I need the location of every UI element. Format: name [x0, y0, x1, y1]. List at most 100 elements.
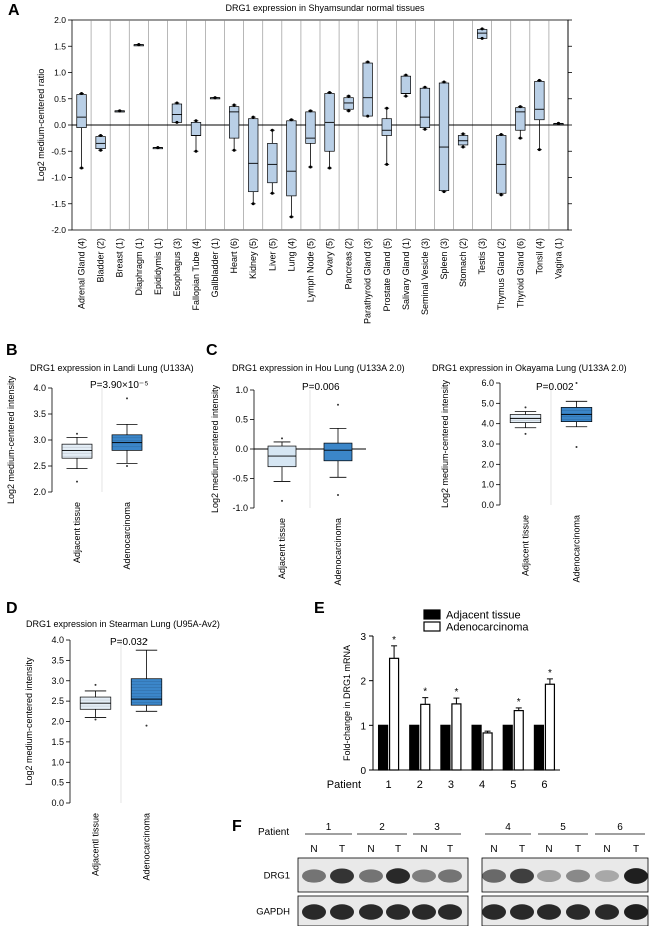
c1-ytick-label: -1.0 [232, 503, 248, 513]
a-point [251, 115, 255, 119]
c1-p-value: P=0.006 [302, 382, 340, 393]
a-category-label: Breast (1) [115, 238, 125, 278]
f-band-drg1 [595, 870, 619, 882]
a-category-label: Thymus Gland (2) [496, 238, 506, 310]
a-point [499, 132, 503, 136]
a-point [232, 148, 236, 152]
e-bar-adjacent [502, 724, 513, 771]
e-bar-adenocarcinoma [513, 709, 524, 771]
a-category-label: Fallopian Tube (4) [191, 238, 201, 311]
a-box [76, 94, 87, 128]
panel-label-d: D [6, 600, 18, 617]
a-point [347, 94, 351, 98]
d-outlier [94, 718, 97, 721]
d-title: DRG1 expression in Stearman Lung (U95A-A… [26, 619, 220, 629]
a-point [423, 127, 427, 131]
a-point [175, 120, 179, 124]
e-bar-adenocarcinoma [451, 703, 462, 771]
a-ytick-label: 0.0 [54, 120, 66, 130]
b-p-value: P=3.90×10⁻⁵ [90, 380, 148, 391]
a-ytick-label: 1.5 [54, 41, 66, 51]
f-lane-label: T [519, 844, 525, 855]
a-ylabel: Log2 medium-centered ratio [36, 69, 46, 182]
a-category-label: Kidney (5) [248, 238, 258, 279]
c2-ylabel: Log2 medium-centered intensity [440, 379, 450, 508]
e-xtick-label: 2 [417, 779, 423, 791]
a-point [385, 162, 389, 166]
f-band-drg1 [537, 869, 561, 883]
f-patient-number: 2 [379, 822, 385, 833]
a-point [232, 103, 236, 107]
a-point [328, 90, 332, 94]
f-lane-label: N [367, 844, 374, 855]
a-ytick-label: -0.5 [51, 146, 66, 156]
f-patient-number: 6 [617, 822, 623, 833]
a-point [423, 85, 427, 89]
f-patient-number: 4 [505, 822, 511, 833]
e-ytick-label: 1 [360, 721, 366, 732]
c1-outlier [337, 494, 339, 497]
f-lane-label: T [447, 844, 453, 855]
e-significance-star: * [423, 687, 427, 698]
a-point [213, 96, 217, 100]
f-band-drg1 [624, 868, 648, 884]
b-outlier [76, 480, 78, 483]
b-ytick-label: 2.0 [33, 487, 46, 497]
b-ytick-label: 3.0 [33, 435, 46, 445]
f-band-gapdh [302, 904, 326, 920]
f-band-gapdh [438, 904, 462, 920]
c1-ytick-label: 0.0 [235, 444, 248, 454]
c1-outlier [281, 437, 283, 440]
a-category-label: Lung (4) [286, 238, 296, 272]
a-point [99, 134, 103, 137]
a-point [175, 101, 179, 105]
e-ytick-label: 2 [360, 677, 366, 688]
a-box [438, 82, 450, 191]
b-ytick-label: 3.5 [33, 409, 46, 419]
b-ytick-label: 4.0 [33, 383, 46, 393]
a-category-label: Heart (6) [229, 238, 239, 274]
f-patient-number: 3 [434, 822, 440, 833]
f-lane-label: N [603, 844, 610, 855]
a-box [457, 135, 469, 146]
e-xtick-label: 3 [448, 779, 454, 791]
a-point [442, 190, 446, 194]
a-box [286, 120, 297, 197]
a-box [381, 118, 392, 136]
a-ytick-label: 1.0 [54, 68, 66, 78]
f-band-drg1 [330, 868, 354, 884]
e-xtick-label: 6 [541, 779, 547, 791]
a-box [267, 143, 278, 184]
f-band-gapdh [386, 904, 410, 920]
e-significance-star: * [548, 668, 552, 679]
c2-ytick-label: 4.0 [481, 419, 494, 429]
a-title: DRG1 expression in Shyamsundar normal ti… [225, 3, 425, 13]
c2-outlier [524, 406, 527, 409]
d-ytick-label: 0.5 [51, 778, 64, 788]
c2-outlier [524, 432, 527, 435]
e-bar-adjacent [409, 724, 420, 771]
a-point [442, 80, 446, 84]
panel-label-b: B [6, 342, 18, 359]
d-ytick-label: 3.5 [51, 655, 64, 665]
e-legend-swatch [423, 609, 441, 620]
a-point [518, 105, 522, 109]
c2-ytick-label: 1.0 [481, 480, 494, 490]
e-legend-label: Adjacent tissue [446, 610, 521, 622]
e-xtick-label: 1 [386, 779, 392, 791]
c1-outlier [337, 403, 339, 406]
c1-category-label: Adjacent tissue [277, 518, 287, 579]
e-bar-adjacent [440, 724, 451, 771]
b-ylabel: Log2 medium-centered intensity [6, 375, 16, 504]
a-ytick-label: -2.0 [51, 225, 66, 235]
f-patient-label: Patient [258, 827, 289, 838]
d-outlier [145, 639, 148, 641]
c2-ytick-label: 3.0 [481, 439, 494, 449]
d-category-label: Adenocarcinoma [142, 813, 152, 881]
b-category-label: Adenocarcinoma [122, 502, 132, 570]
a-point [270, 191, 274, 195]
e-bar-adenocarcinoma [420, 703, 431, 771]
f-band-gapdh [330, 904, 354, 920]
f-row-label: GAPDH [256, 907, 290, 918]
a-point [461, 145, 465, 149]
